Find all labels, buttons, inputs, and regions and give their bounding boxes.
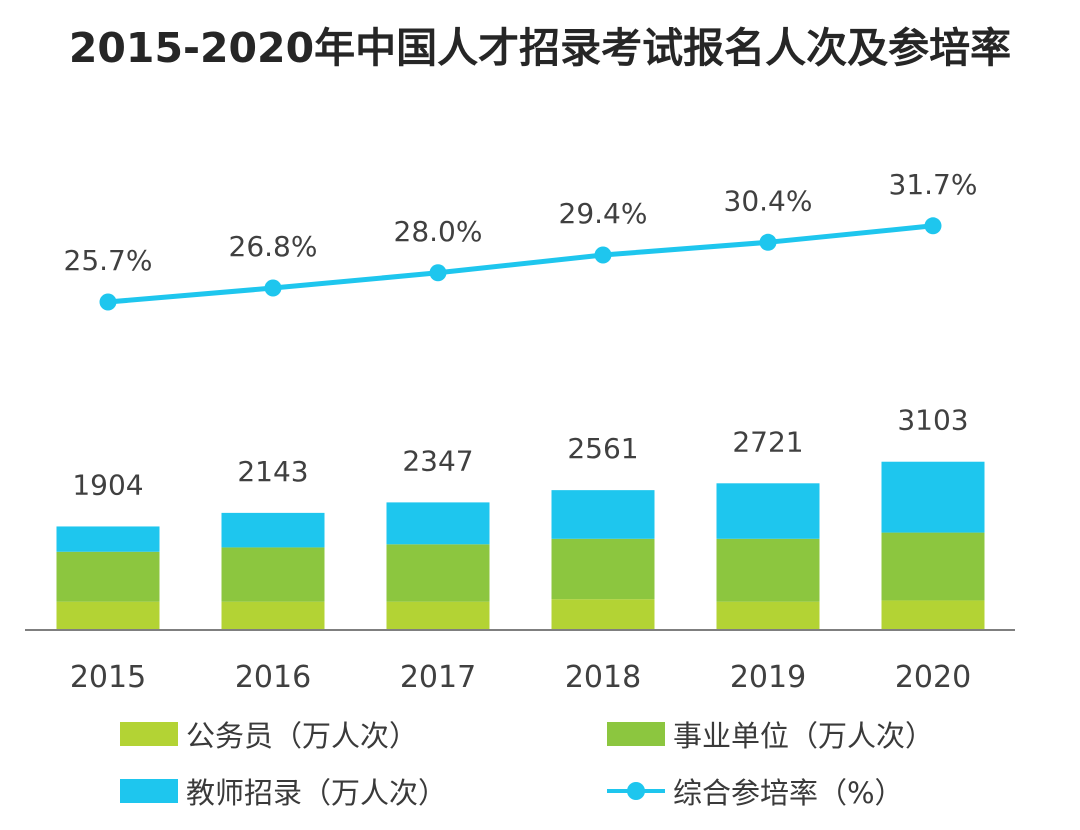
bar-civil-servant-2015 (56, 601, 160, 630)
bar-teacher-recruitment-2018 (551, 490, 655, 539)
x-tick-label-2020: 2020 (895, 660, 971, 695)
data-label-rate-2016: 26.8% (229, 230, 318, 263)
data-label-rate-2018: 29.4% (559, 197, 648, 230)
data-label-total-2019: 2721 (732, 425, 803, 458)
data-label-total-2015: 1904 (72, 468, 143, 501)
bar-teacher-recruitment-2016 (221, 512, 325, 548)
data-label-total-2020: 3103 (897, 404, 968, 437)
data-label-rate-2019: 30.4% (724, 184, 813, 217)
bar-public-institution-2020 (881, 532, 985, 601)
bar-public-institution-2019 (716, 538, 820, 602)
data-label-total-2017: 2347 (402, 444, 473, 477)
bar-teacher-recruitment-2019 (716, 483, 820, 539)
point-training-rate-2018 (594, 246, 612, 264)
bar-teacher-recruitment-2015 (56, 526, 160, 552)
x-tick-label-2019: 2019 (730, 660, 806, 695)
x-tick-label-2016: 2016 (235, 660, 311, 695)
bar-civil-servant-2019 (716, 601, 820, 630)
point-training-rate-2020 (924, 217, 942, 235)
chart-title: 2015-2020年中国人才招录考试报名人次及参培率 (68, 24, 1012, 72)
x-tick-label-2018: 2018 (565, 660, 641, 695)
series-line-training-rate (107, 223, 934, 305)
bar-public-institution-2018 (551, 538, 655, 600)
bar-civil-servant-2018 (551, 599, 655, 630)
bar-teacher-recruitment-2017 (386, 502, 490, 545)
x-tick-label-2015: 2015 (70, 660, 146, 695)
point-training-rate-2015 (99, 293, 117, 311)
bar-public-institution-2015 (56, 551, 160, 602)
bar-public-institution-2017 (386, 544, 490, 602)
data-label-rate-2015: 25.7% (64, 244, 153, 277)
data-label-total-2016: 2143 (237, 455, 308, 488)
x-tick-label-2017: 2017 (400, 660, 476, 695)
bar-public-institution-2016 (221, 547, 325, 602)
data-label-rate-2017: 28.0% (394, 215, 483, 248)
point-training-rate-2016 (264, 279, 282, 297)
point-training-rate-2019 (759, 233, 777, 251)
bar-civil-servant-2016 (221, 601, 325, 630)
bar-teacher-recruitment-2020 (881, 461, 985, 533)
bar-civil-servant-2020 (881, 600, 985, 630)
point-training-rate-2017 (429, 264, 447, 282)
data-label-total-2018: 2561 (567, 432, 638, 465)
data-label-rate-2020: 31.7% (889, 168, 978, 201)
bar-civil-servant-2017 (386, 601, 490, 630)
